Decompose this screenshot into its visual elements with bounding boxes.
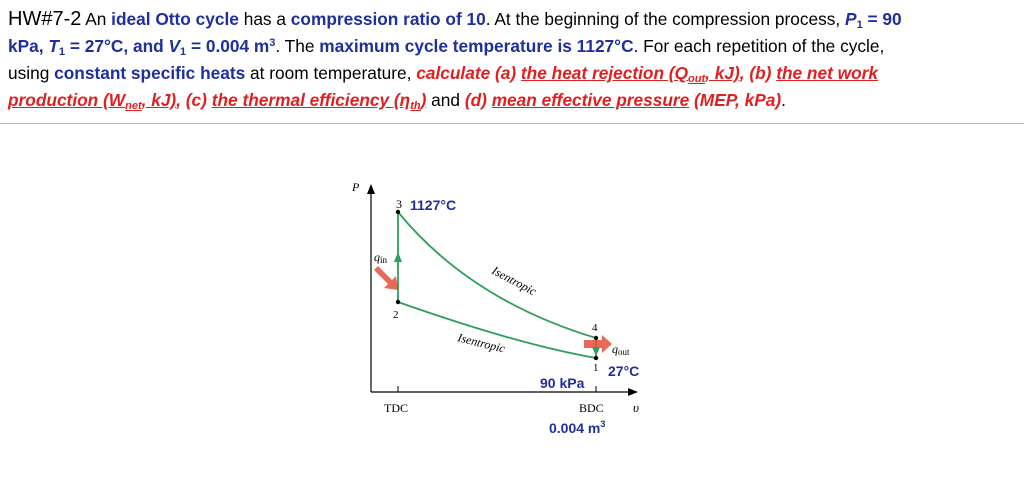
task-heat-rejection: the heat rejection (Q (520, 63, 689, 83)
task-eta-subscript: th (410, 100, 421, 112)
task-net-work: the net work (776, 63, 878, 83)
text: using (8, 63, 55, 83)
task-thermal-efficiency-close: ) (420, 90, 427, 110)
task-net-work-cont: production (W (8, 90, 126, 110)
task-qout-subscript: out (688, 73, 706, 85)
v1-subscript: 1 (180, 46, 187, 58)
q-in-symbol: q (374, 250, 380, 264)
task-net-work-unit: , kJ) (141, 90, 177, 110)
p-axis-arrow-icon (367, 184, 375, 194)
v1-annotation-value: 0.004 m (549, 420, 600, 436)
state-label-2: 2 (393, 309, 399, 321)
state-point-2 (395, 299, 401, 305)
tdc-label: TDC (384, 401, 408, 415)
t1-value: = 27°C, and (65, 36, 169, 56)
v1-annotation: 0.004 m3 (549, 419, 605, 436)
process-4-1-arrow-icon (592, 347, 600, 356)
process-2-3-arrow-icon (394, 252, 402, 262)
state-point-3 (395, 209, 401, 215)
task-calculate: calculate (a) (416, 63, 521, 83)
task-thermal-efficiency: the thermal efficiency ( (211, 90, 400, 110)
text: has a (238, 9, 291, 29)
state-label-3: 3 (396, 197, 402, 211)
task-eta-symbol: η (399, 90, 411, 110)
state-label-4: 4 (592, 322, 598, 334)
task-b-label: , (b) (739, 63, 777, 83)
t3-annotation: 1127°C (410, 197, 456, 213)
highlight-otto-cycle: ideal Otto cycle (111, 9, 239, 29)
t1-symbol: T (48, 36, 59, 56)
problem-line-4: production (Wnet, kJ), (c) the thermal e… (8, 87, 1024, 114)
highlight-max-temp: maximum cycle temperature is 1127°C (319, 36, 634, 56)
task-mep: mean effective pressure (491, 90, 690, 110)
q-out-subscript: out (618, 347, 630, 357)
t1-subscript: 1 (58, 46, 66, 58)
heat-in-arrow-icon (374, 266, 398, 290)
bdc-label: BDC (579, 401, 604, 415)
process-1-2-curve (397, 301, 597, 359)
task-d-label: (d) (464, 90, 492, 110)
p1-subscript: 1 (856, 19, 863, 31)
problem-line-3: using constant specific heats at room te… (8, 60, 1024, 87)
q-out-symbol: q (612, 342, 618, 356)
v1-superscript: 3 (269, 37, 276, 49)
problem-statement: HW#7-2 An ideal Otto cycle has a compres… (0, 0, 1024, 124)
p1-unit: kPa, (8, 36, 49, 56)
q-in-subscript: in (380, 255, 388, 265)
process-3-4-curve (397, 211, 597, 339)
t1-annotation: 27°C (608, 363, 639, 379)
state-point-4 (593, 335, 599, 341)
p-axis-label: P (351, 180, 360, 194)
v1-symbol: V (168, 36, 181, 56)
task-c-label: , (c) (176, 90, 212, 110)
highlight-compression-ratio: compression ratio of 10 (290, 9, 486, 29)
v1-value: = 0.004 m (186, 36, 270, 56)
q-in-label: qin (374, 250, 388, 265)
text: An (81, 9, 112, 29)
p1-annotation: 90 kPa (540, 375, 585, 391)
task-heat-rejection-unit: , kJ) (705, 63, 740, 83)
problem-line-1: HW#7-2 An ideal Otto cycle has a compres… (8, 6, 1024, 33)
text: and (426, 90, 465, 110)
v-axis-arrow-icon (628, 388, 638, 396)
isentropic-expansion-label: Isentropic (489, 263, 540, 299)
state-label-1: 1 (593, 362, 599, 374)
task-wnet-subscript: net (125, 100, 142, 112)
problem-heading: HW#7-2 (8, 8, 82, 30)
heat-out-arrow-icon (584, 335, 612, 353)
text: . At the beginning of the compression pr… (485, 9, 846, 29)
p1-symbol: P (845, 9, 857, 29)
text: at room temperature, (245, 63, 417, 83)
v-axis-label: υ (633, 400, 639, 415)
p1-value: = 90 (862, 9, 902, 29)
task-mep-unit: (MEP, kPa) (689, 90, 782, 110)
text: . (781, 90, 786, 110)
highlight-specific-heats: constant specific heats (54, 63, 246, 83)
text: . For each repetition of the cycle, (633, 36, 885, 56)
state-point-1 (593, 355, 599, 361)
problem-line-2: kPa, T1 = 27°C, and V1 = 0.004 m3. The m… (8, 33, 1024, 60)
q-out-label: qout (612, 342, 630, 357)
v1-annotation-sup: 3 (600, 419, 605, 429)
text: . The (275, 36, 320, 56)
